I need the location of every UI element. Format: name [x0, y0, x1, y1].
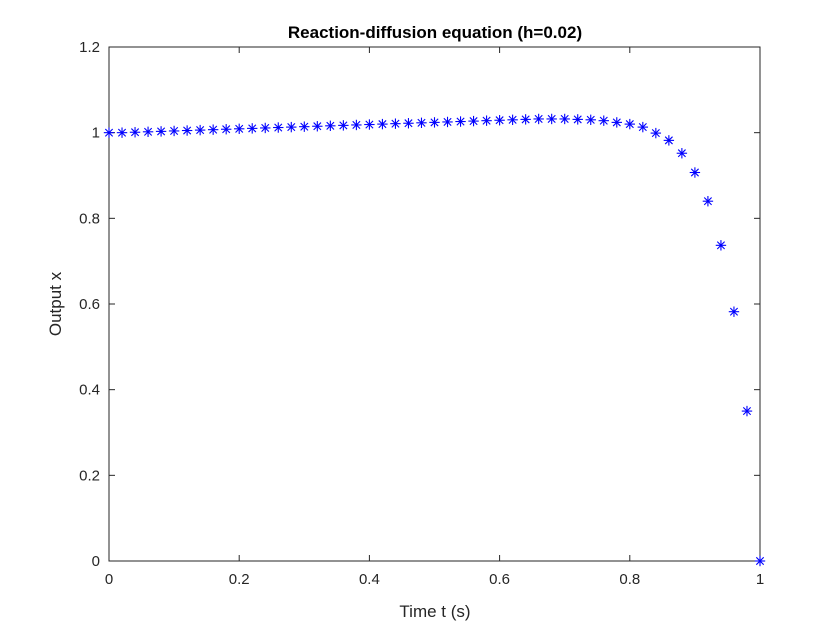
x-tick-label: 0.2: [229, 571, 250, 588]
data-point: [455, 116, 466, 127]
data-point: [715, 240, 727, 251]
data-point: [194, 124, 206, 136]
data-point: [299, 121, 310, 132]
data-point: [468, 115, 479, 127]
data-markers: [103, 113, 766, 567]
data-point: [676, 148, 688, 159]
data-point: [533, 113, 544, 125]
x-tick-label: 0.4: [359, 571, 380, 588]
chart-title: Reaction-diffusion equation (h=0.02): [288, 23, 582, 42]
data-point: [286, 121, 297, 133]
data-point: [741, 405, 753, 417]
data-point: [481, 115, 492, 126]
y-tick-label: 0.4: [79, 382, 100, 399]
y-tick-label: 0.8: [79, 210, 100, 227]
data-point: [494, 115, 505, 126]
y-axis-label: Output x: [46, 271, 65, 336]
data-point: [142, 126, 154, 138]
data-point: [181, 125, 193, 136]
data-point: [338, 120, 349, 131]
data-point: [611, 117, 622, 128]
data-point: [429, 117, 440, 128]
data-point: [728, 306, 740, 317]
data-point: [585, 114, 596, 126]
data-point: [598, 115, 609, 126]
data-point: [325, 120, 336, 132]
data-point: [312, 121, 323, 132]
data-point: [103, 127, 115, 138]
y-tick-label: 1: [92, 125, 100, 142]
data-point: [442, 116, 453, 128]
data-point: [663, 135, 675, 146]
data-point: [416, 117, 427, 129]
data-point: [129, 127, 141, 138]
x-axis-label: Time t (s): [399, 602, 470, 621]
data-point: [637, 121, 649, 133]
data-point: [559, 113, 570, 125]
x-tick-label: 0.8: [619, 571, 640, 588]
data-point: [207, 124, 219, 135]
data-point: [572, 114, 583, 125]
x-tick-label: 0: [105, 571, 113, 588]
data-point: [702, 196, 714, 207]
data-point: [247, 123, 258, 134]
data-point: [507, 114, 518, 126]
data-point: [168, 125, 180, 137]
y-tick-label: 0.2: [79, 467, 100, 484]
data-point: [754, 555, 766, 567]
data-point: [520, 114, 531, 125]
data-point: [624, 118, 635, 130]
data-point: [220, 124, 232, 135]
y-tick-label: 1.2: [79, 39, 100, 56]
data-point: [116, 127, 128, 138]
data-point: [234, 123, 245, 135]
data-point: [260, 122, 271, 134]
data-point: [364, 119, 375, 130]
data-point: [689, 167, 701, 178]
y-tick-label: 0: [92, 553, 100, 570]
data-point: [155, 126, 167, 137]
data-point: [273, 122, 284, 133]
data-point: [390, 118, 401, 129]
x-tick-label: 1: [756, 571, 764, 588]
data-point: [351, 119, 362, 131]
y-tick-label: 0.6: [79, 296, 100, 313]
x-tick-label: 0.6: [489, 571, 510, 588]
data-point: [546, 113, 557, 125]
data-point: [377, 118, 388, 130]
data-point: [403, 118, 414, 129]
data-point: [650, 127, 662, 139]
axis-tick-labels: 0 0.2 0.4 0.6 0.8 1 0 0.2 0.4 0.6 0.8 1 1.2: [79, 39, 764, 588]
